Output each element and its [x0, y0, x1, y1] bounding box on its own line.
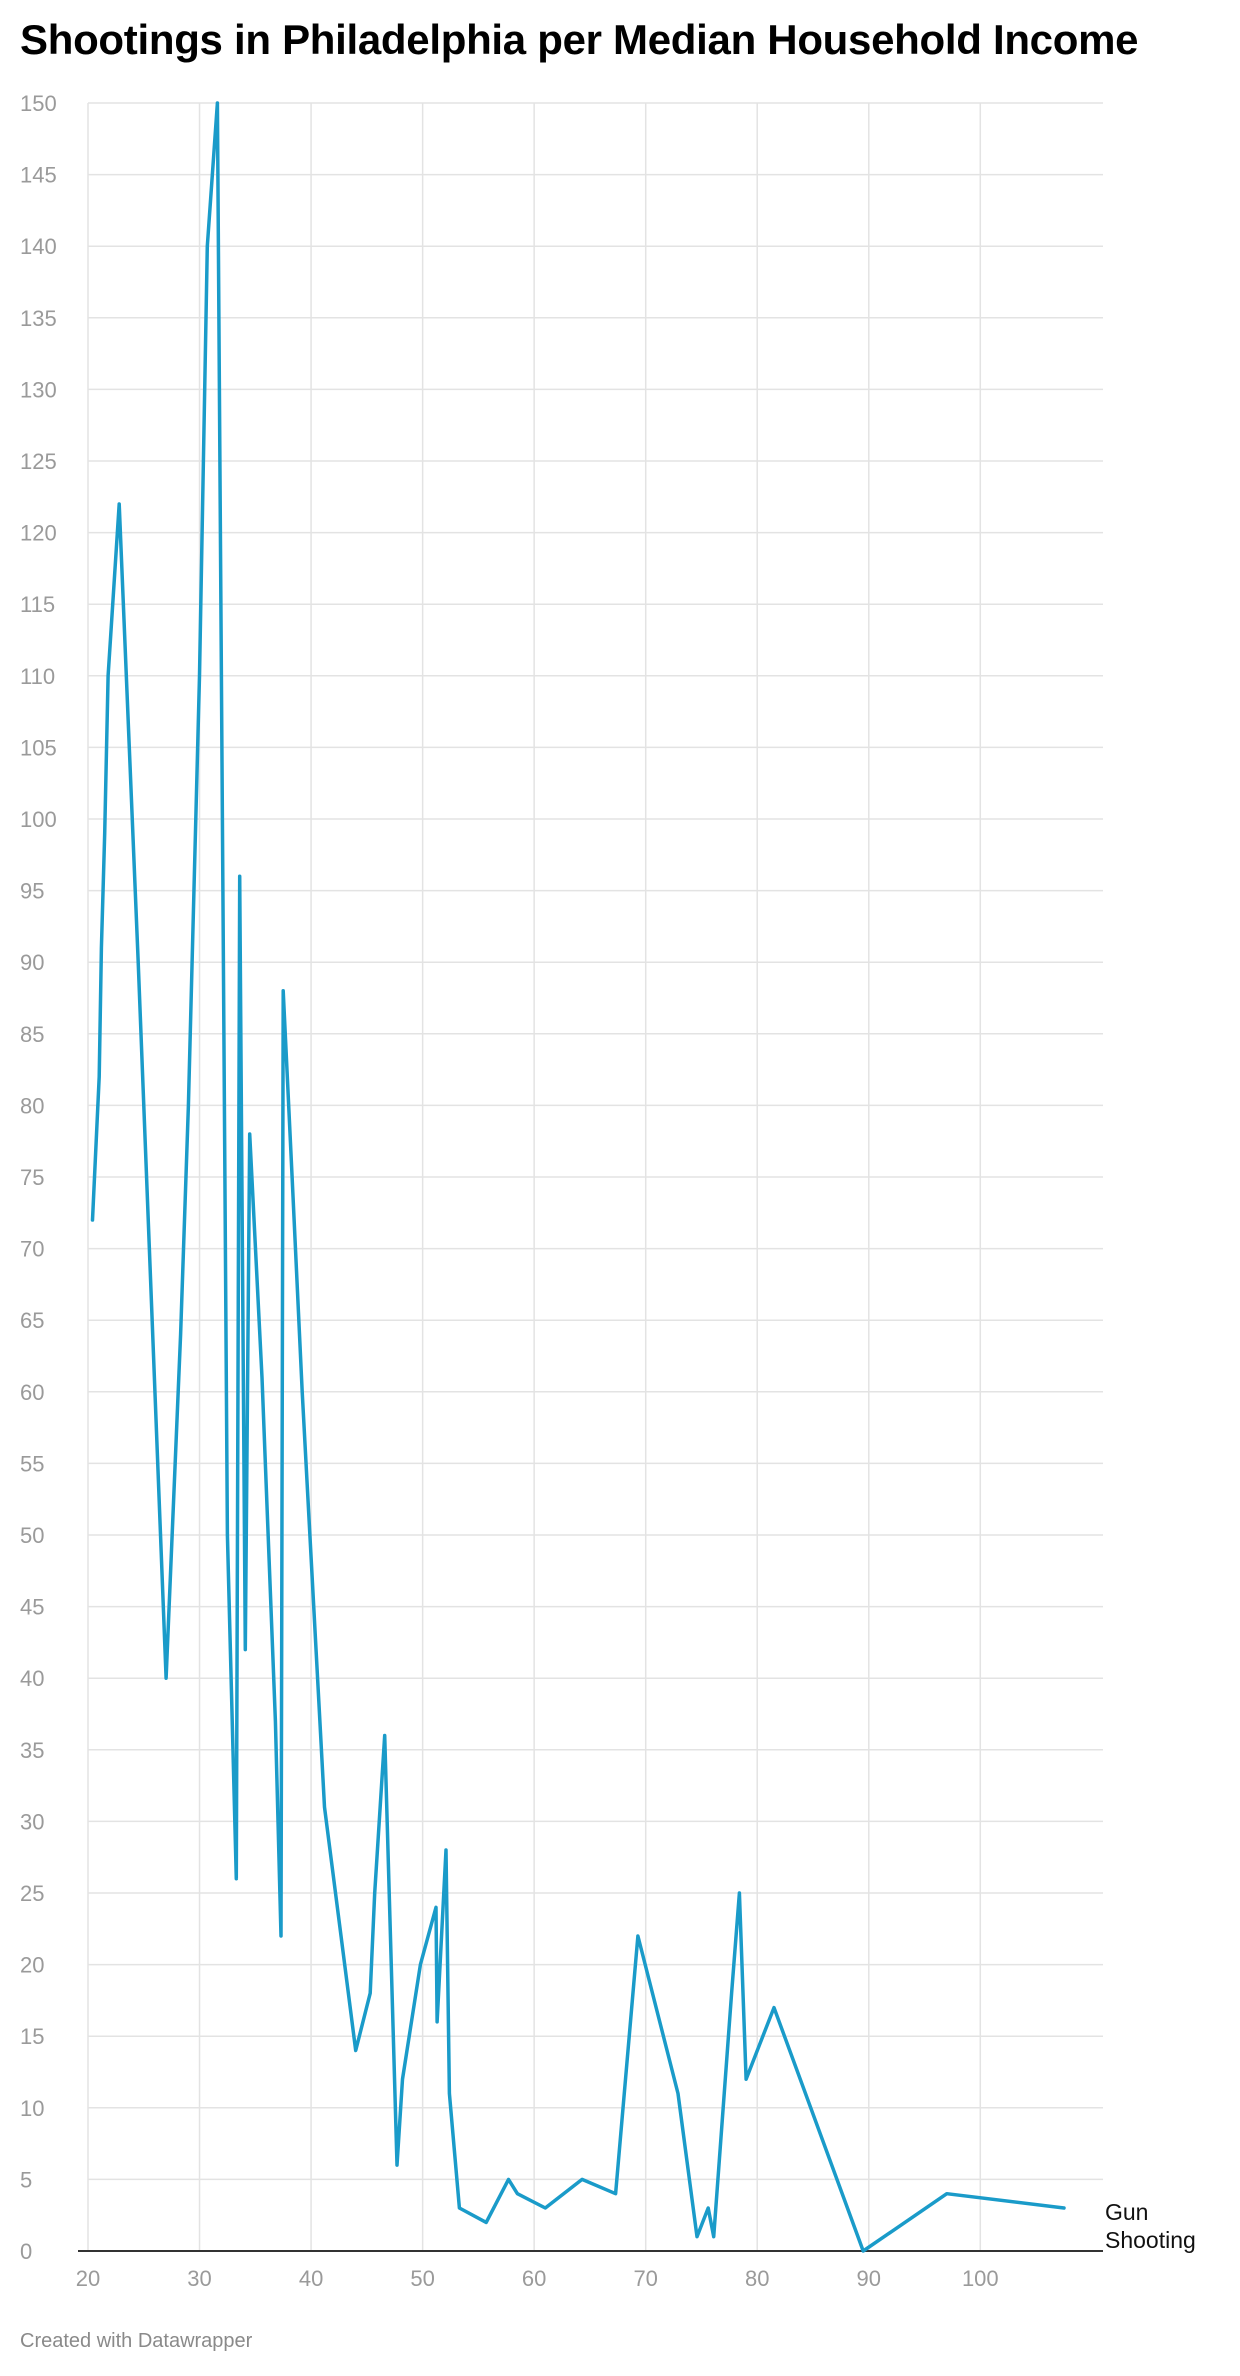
y-tick-label: 0	[20, 2239, 32, 2264]
y-tick-label: 55	[20, 1451, 44, 1476]
y-tick-label: 70	[20, 1237, 44, 1262]
y-tick-label: 150	[20, 91, 57, 116]
y-tick-label: 95	[20, 879, 44, 904]
y-tick-label: 50	[20, 1523, 44, 1548]
y-tick-label: 10	[20, 2096, 44, 2121]
x-tick-label: 80	[745, 2266, 769, 2291]
x-axis-ticks: 20 30 40 50 60 70 80 90 100	[76, 2266, 999, 2291]
series-label-line: Gun	[1105, 2199, 1148, 2225]
y-tick-label: 140	[20, 234, 57, 259]
y-tick-label: 80	[20, 1093, 44, 1118]
x-tick-label: 90	[857, 2266, 881, 2291]
y-tick-label: 40	[20, 1666, 44, 1691]
series	[90, 101, 1066, 2253]
y-tick-label: 75	[20, 1165, 44, 1190]
y-tick-label: 65	[20, 1308, 44, 1333]
y-tick-label: 35	[20, 1738, 44, 1763]
grid	[87, 102, 1103, 2251]
x-tick-label: 20	[76, 2266, 100, 2291]
chart-title: Shootings in Philadelphia per Median Hou…	[20, 16, 1139, 63]
y-tick-label: 120	[20, 521, 57, 546]
y-tick-label: 130	[20, 377, 57, 402]
y-tick-label: 5	[20, 2167, 32, 2192]
x-tick-label: 60	[522, 2266, 546, 2291]
y-tick-label: 60	[20, 1380, 44, 1405]
footer-credit: Created with Datawrapper	[20, 2330, 253, 2352]
x-tick-label: 100	[962, 2266, 999, 2291]
x-tick-label: 40	[299, 2266, 323, 2291]
x-tick-label: 70	[633, 2266, 657, 2291]
y-axis-ticks: 0 5 10 15 20 25 30 35 40 45 50 55 60 65 70 75 80 85 90 95 10…	[20, 91, 57, 2264]
y-tick-label: 115	[20, 592, 55, 617]
series-label-line: Shooting	[1105, 2227, 1196, 2253]
series-label: Gun Shooting	[1105, 2199, 1196, 2253]
y-tick-label: 100	[20, 807, 57, 832]
x-tick-label: 30	[187, 2266, 211, 2291]
y-tick-label: 85	[20, 1022, 44, 1047]
y-tick-label: 145	[20, 163, 57, 188]
y-tick-label: 135	[20, 306, 57, 331]
y-tick-label: 30	[20, 1809, 44, 1834]
series-line	[90, 101, 1066, 2253]
y-tick-label: 25	[20, 1881, 44, 1906]
y-tick-label: 15	[20, 2024, 44, 2049]
y-tick-label: 110	[20, 664, 55, 689]
y-tick-label: 45	[20, 1595, 44, 1620]
y-tick-label: 105	[20, 735, 57, 760]
y-tick-label: 90	[20, 950, 44, 975]
x-tick-label: 50	[410, 2266, 434, 2291]
y-tick-label: 20	[20, 1953, 44, 1978]
y-tick-label: 125	[20, 449, 57, 474]
